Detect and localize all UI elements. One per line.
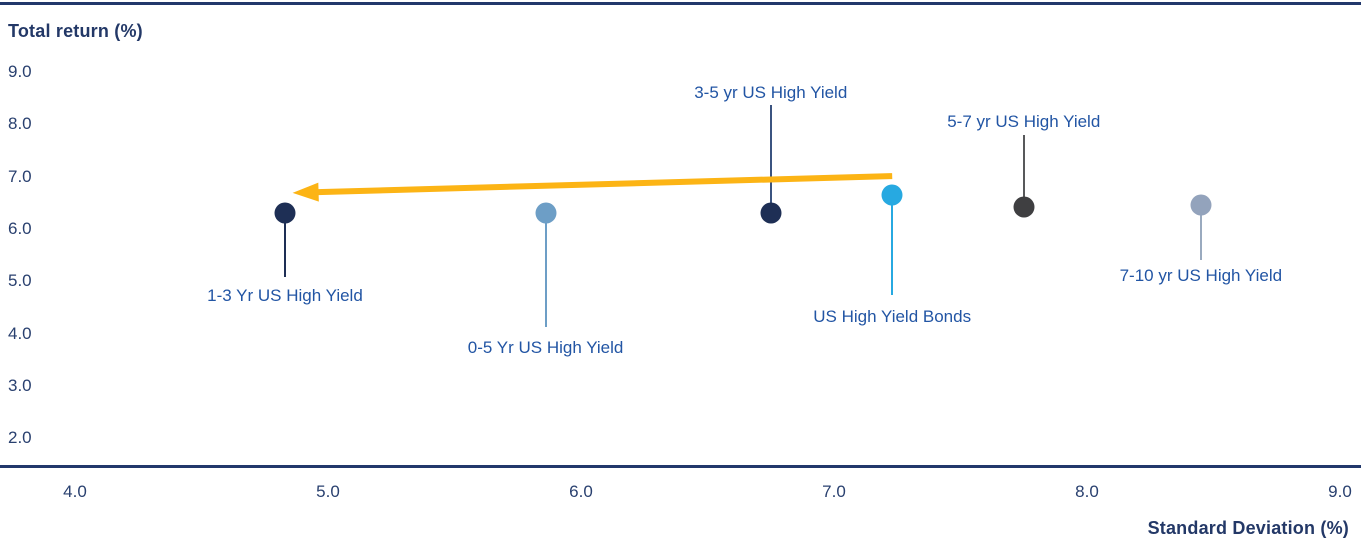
x-tick-label: 6.0	[569, 482, 593, 501]
point-label: 7-10 yr US High Yield	[1119, 266, 1283, 286]
arrow-head	[292, 182, 319, 202]
y-axis-title: Total return (%)	[8, 21, 143, 41]
x-axis-line	[0, 465, 1361, 468]
y-tick-label: 8.0	[8, 114, 32, 134]
data-point-dot	[881, 184, 903, 206]
point-label: 5-7 yr US High Yield	[947, 111, 1101, 131]
data-point-dot	[760, 202, 782, 224]
data-point-dot	[1190, 194, 1212, 216]
y-tick-label: 4.0	[8, 323, 32, 343]
point-label: 3-5 yr US High Yield	[694, 82, 848, 102]
y-tick-label: 6.0	[8, 218, 32, 238]
x-tick-label: 9.0	[1328, 482, 1352, 501]
x-axis-title: Standard Deviation (%)	[1147, 518, 1349, 538]
y-tick-label: 7.0	[8, 166, 32, 186]
top-border-rule	[0, 2, 1361, 5]
point-leader-line	[891, 194, 894, 295]
x-tick-label: 8.0	[1075, 482, 1099, 501]
data-point-dot	[274, 202, 296, 224]
x-tick-label: 7.0	[822, 482, 846, 501]
point-leader-line	[1199, 205, 1202, 261]
point-leader-line	[1022, 134, 1025, 207]
point-leader-line	[769, 104, 772, 213]
data-point-dot	[1013, 196, 1035, 218]
y-tick-label: 3.0	[8, 375, 32, 395]
y-tick-label: 5.0	[8, 271, 32, 291]
y-tick-label: 9.0	[8, 62, 32, 81]
point-leader-line	[544, 213, 547, 328]
x-tick-label: 4.0	[63, 482, 87, 501]
y-tick-label: 2.0	[8, 428, 32, 448]
arrow-shaft	[308, 173, 893, 196]
point-leader-line	[283, 212, 286, 277]
point-label: 1-3 Yr US High Yield	[207, 285, 363, 305]
data-point-dot	[535, 202, 557, 224]
point-label: US High Yield Bonds	[813, 306, 972, 326]
x-tick-label: 5.0	[316, 482, 340, 501]
point-label: 0-5 Yr US High Yield	[467, 338, 624, 358]
